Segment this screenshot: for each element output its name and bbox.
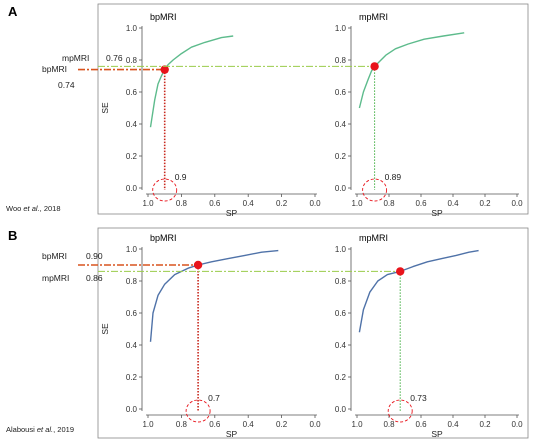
chart-b-bpmri-x-tick-label: 0.8	[176, 420, 188, 429]
chart-a-mpmri-operating-point	[370, 62, 379, 71]
chart-a-bpmri-xlabel: SP	[226, 208, 238, 218]
chart-b-bpmri-y-tick-label: 0.0	[126, 405, 138, 414]
panel-a-citation: Woo et al., 2018	[6, 204, 61, 213]
chart-b-bpmri-xlabel: SP	[226, 429, 238, 439]
chart-a-mpmri-y-tick-label: 0.4	[335, 120, 347, 129]
chart-b-bpmri-x-tick-label: 0.4	[243, 420, 255, 429]
chart-b-mpmri-y-tick-label: 1.0	[335, 245, 347, 254]
panel-b-citation-year: , 2019	[53, 425, 74, 434]
chart-a-mpmri-xlabel: SP	[431, 208, 443, 218]
chart-b-bpmri-y-tick-label: 0.4	[126, 341, 138, 350]
chart-b-mpmri-xlabel: SP	[431, 429, 443, 439]
chart-a-bpmri-x-tick-label: 0.8	[176, 199, 188, 208]
chart-b-mpmri-x-tick-label: 0.8	[383, 420, 395, 429]
panel-b-citation: Alabousi et al., 2019	[6, 425, 74, 434]
chart-b-bpmri-y-tick-label: 1.0	[126, 245, 138, 254]
chart-a-bpmri-sp-value-label: 0.9	[175, 172, 187, 182]
chart-b-mpmri-x-tick-label: 0.0	[511, 420, 523, 429]
chart-b-bpmri-ylabel: SE	[100, 323, 110, 335]
chart-b-bpmri-title: bpMRI	[150, 233, 177, 243]
chart-a-mpmri-x-tick-label: 0.2	[479, 199, 491, 208]
panel-a-label-lower-value: 0.74	[58, 80, 75, 90]
chart-b-bpmri-operating-point	[193, 260, 203, 270]
chart-a-bpmri-y-tick-label: 0.0	[126, 184, 138, 193]
chart-b-bpmri-sp-value-label: 0.7	[208, 393, 220, 403]
chart-b-bpmri-y-tick-label: 0.2	[126, 373, 138, 382]
chart-a-bpmri-operating-point	[160, 65, 169, 74]
chart-b-mpmri-x-tick-label: 0.4	[447, 420, 459, 429]
chart-b-mpmri-sp-value-label: 0.73	[410, 393, 427, 403]
chart-a-bpmri-y-tick-label: 0.8	[126, 56, 138, 65]
chart-b-mpmri-operating-point	[396, 267, 405, 276]
panel-a-label-upper-value: 0.76	[106, 53, 123, 63]
panel-a-frame	[97, 3, 529, 215]
panel-a-citation-etal: et al.	[23, 204, 39, 213]
chart-b-mpmri-x-tick-label: 1.0	[351, 420, 363, 429]
chart-a-bpmri-x-tick-label: 0.0	[309, 199, 321, 208]
chart-b-bpmri-roc-curve	[149, 249, 279, 342]
chart-a-mpmri-y-tick-label: 0.6	[335, 88, 347, 97]
chart-a-mpmri-sp-highlight-circle	[362, 178, 388, 202]
panel-a-citation-year: , 2018	[40, 204, 61, 213]
chart-b-mpmri-roc-curve	[358, 249, 479, 333]
chart-b-bpmri-x-tick-label: 0.6	[209, 420, 221, 429]
chart-a-bpmri-x-tick-label: 0.4	[243, 199, 255, 208]
chart-a-mpmri-x-tick-label: 0.6	[415, 199, 427, 208]
panel-b-citation-author: Alabousi	[6, 425, 35, 434]
panel-b-label-lower-value: 0.86	[86, 273, 103, 283]
chart-a-bpmri-x-tick-label: 0.6	[209, 199, 221, 208]
panel-b-letter: B	[8, 228, 17, 243]
chart-a-bpmri-y-tick-label: 0.4	[126, 120, 138, 129]
panel-a-citation-author: Woo	[6, 204, 21, 213]
chart-a-mpmri-x-tick-label: 0.4	[447, 199, 459, 208]
chart-a-mpmri-x-tick-label: 0.8	[383, 199, 395, 208]
chart-a-mpmri-x-tick-label: 1.0	[351, 199, 363, 208]
chart-b-bpmri-x-tick-label: 0.2	[276, 420, 288, 429]
chart-a-mpmri-y-tick-label: 0.8	[335, 56, 347, 65]
chart-b-bpmri-y-tick-label: 0.6	[126, 309, 138, 318]
chart-a-bpmri-title: bpMRI	[150, 12, 177, 22]
chart-a-mpmri-sp-value-label: 0.89	[385, 172, 402, 182]
chart-a-bpmri-y-tick-label: 0.2	[126, 152, 138, 161]
chart-b-mpmri-y-tick-label: 0.2	[335, 373, 347, 382]
chart-a-bpmri-y-tick-label: 0.6	[126, 88, 138, 97]
chart-b-bpmri-x-tick-label: 0.0	[309, 420, 321, 429]
chart-b-mpmri-y-tick-label: 0.8	[335, 277, 347, 286]
chart-a-bpmri-x-tick-label: 0.2	[276, 199, 288, 208]
chart-a-mpmri-roc-curve	[358, 32, 465, 109]
chart-a-mpmri-title: mpMRI	[359, 12, 388, 22]
chart-a-mpmri-y-tick-label: 1.0	[335, 24, 347, 33]
chart-b-mpmri-title: mpMRI	[359, 233, 388, 243]
chart-b-mpmri-y-tick-label: 0.0	[335, 405, 347, 414]
chart-b-bpmri-sp-highlight-circle	[185, 399, 211, 423]
chart-b-mpmri-x-tick-label: 0.6	[415, 420, 427, 429]
panel-a-label-upper-name: mpMRI	[62, 53, 89, 63]
panel-b-citation-etal: et al.	[37, 425, 53, 434]
roc-plots: 0.0 0.2 0.4 0.6 0.8 1.0 1.0 0.8 0.6 0.4 0.2 0.0 bpMR…	[78, 12, 523, 439]
chart-a-bpmri-ylabel: SE	[100, 102, 110, 114]
panel-b-frame	[97, 227, 529, 439]
chart-a-mpmri-x-tick-label: 0.0	[511, 199, 523, 208]
chart-b-mpmri-y-tick-label: 0.4	[335, 341, 347, 350]
panel-a-label-lower-name: bpMRI	[42, 64, 67, 74]
chart-b-mpmri-y-tick-label: 0.6	[335, 309, 347, 318]
chart-a-mpmri-y-tick-label: 0.2	[335, 152, 347, 161]
chart-a-mpmri-y-tick-label: 0.0	[335, 184, 347, 193]
panel-a-letter: A	[8, 4, 18, 19]
chart-b-bpmri-y-tick-label: 0.8	[126, 277, 138, 286]
chart-b-mpmri-x-tick-label: 0.2	[479, 420, 491, 429]
chart-b-mpmri-sp-highlight-circle	[387, 399, 413, 423]
chart-a-bpmri-y-tick-label: 1.0	[126, 24, 138, 33]
panel-b-label-upper-name: bpMRI	[42, 251, 67, 261]
chart-a-bpmri-x-tick-label: 1.0	[142, 199, 154, 208]
panel-b-label-lower-name: mpMRI	[42, 273, 69, 283]
chart-a-bpmri-roc-curve	[149, 35, 234, 128]
panel-b-label-upper-value: 0.90	[86, 251, 103, 261]
chart-a-bpmri-sp-highlight-circle	[152, 178, 178, 202]
chart-b-bpmri-x-tick-label: 1.0	[142, 420, 154, 429]
